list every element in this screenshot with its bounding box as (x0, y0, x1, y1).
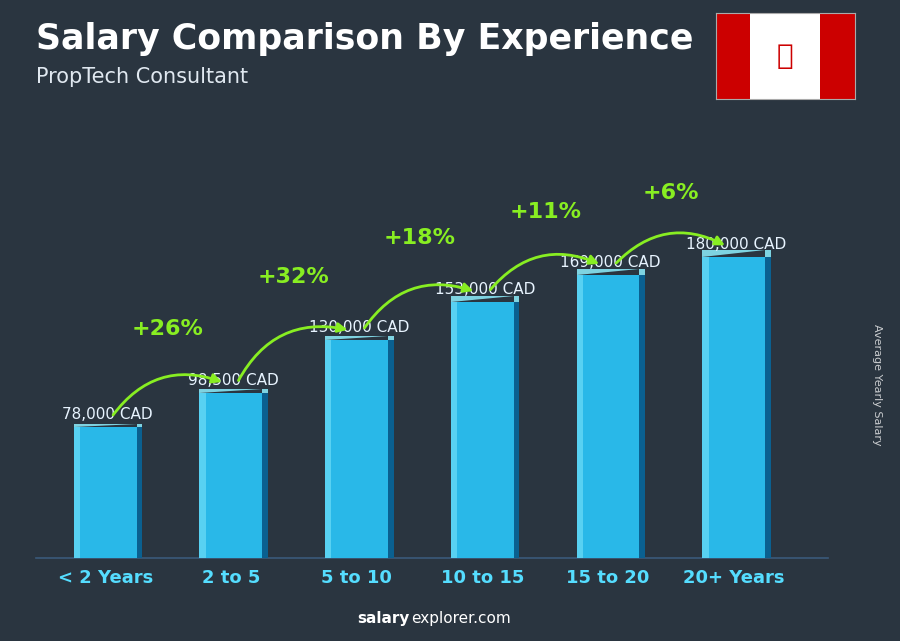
Bar (639, 275, 645, 558)
Text: 🍁: 🍁 (777, 42, 794, 70)
Polygon shape (200, 389, 268, 393)
Polygon shape (74, 424, 142, 428)
Polygon shape (577, 269, 645, 275)
FancyArrowPatch shape (616, 233, 722, 263)
Bar (820, 13, 855, 99)
FancyArrowPatch shape (113, 374, 219, 415)
Text: Average Yearly Salary: Average Yearly Salary (872, 324, 883, 445)
Bar (716, 13, 751, 99)
Bar (765, 256, 770, 558)
Text: 130,000 CAD: 130,000 CAD (309, 320, 410, 335)
Bar (451, 302, 457, 558)
Text: +32%: +32% (257, 267, 329, 287)
Bar (200, 393, 262, 558)
Bar (325, 340, 388, 558)
Polygon shape (325, 335, 393, 340)
Bar (325, 340, 331, 558)
Text: Salary Comparison By Experience: Salary Comparison By Experience (36, 22, 693, 56)
Text: 169,000 CAD: 169,000 CAD (561, 255, 661, 270)
Text: PropTech Consultant: PropTech Consultant (36, 67, 248, 87)
Bar (74, 428, 80, 558)
FancyArrowPatch shape (364, 284, 471, 328)
Bar (451, 302, 514, 558)
Bar (137, 428, 142, 558)
Text: +11%: +11% (509, 201, 581, 222)
Text: 78,000 CAD: 78,000 CAD (62, 407, 153, 422)
Text: 98,500 CAD: 98,500 CAD (188, 373, 279, 388)
Polygon shape (451, 296, 519, 302)
Text: +26%: +26% (132, 319, 204, 340)
FancyArrowPatch shape (238, 324, 345, 381)
Text: 153,000 CAD: 153,000 CAD (435, 282, 535, 297)
Text: explorer.com: explorer.com (411, 611, 511, 626)
Bar (577, 275, 583, 558)
Polygon shape (702, 250, 770, 256)
Bar (577, 275, 639, 558)
Bar (200, 393, 206, 558)
FancyArrowPatch shape (491, 254, 597, 290)
Bar (702, 256, 708, 558)
Text: +18%: +18% (383, 228, 455, 248)
Text: 180,000 CAD: 180,000 CAD (686, 237, 787, 252)
Text: +6%: +6% (643, 183, 699, 203)
Bar (74, 428, 137, 558)
Text: salary: salary (357, 611, 410, 626)
Bar (514, 302, 519, 558)
Bar (262, 393, 268, 558)
Bar (702, 256, 765, 558)
Bar (388, 340, 393, 558)
